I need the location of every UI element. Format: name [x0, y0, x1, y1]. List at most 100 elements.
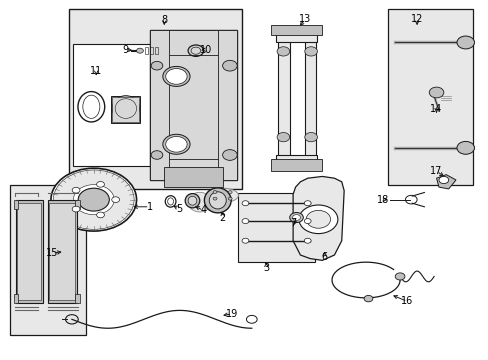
Bar — [149, 30, 237, 55]
Bar — [271, 24, 322, 35]
Ellipse shape — [53, 170, 134, 229]
Circle shape — [304, 132, 317, 142]
Circle shape — [298, 205, 337, 234]
Text: 12: 12 — [410, 14, 423, 24]
Circle shape — [165, 68, 187, 84]
Circle shape — [304, 47, 317, 56]
Bar — [149, 30, 237, 180]
Text: 3: 3 — [263, 262, 269, 273]
Bar — [217, 30, 237, 180]
Circle shape — [163, 66, 190, 86]
Circle shape — [213, 197, 217, 200]
Circle shape — [289, 212, 303, 222]
Circle shape — [222, 150, 237, 160]
Circle shape — [228, 197, 232, 200]
Circle shape — [428, 87, 443, 98]
Bar — [305, 26, 316, 169]
Text: 11: 11 — [90, 66, 102, 76]
Circle shape — [136, 48, 143, 53]
Bar — [14, 294, 19, 303]
Bar — [111, 96, 140, 123]
Ellipse shape — [112, 96, 139, 121]
Bar — [10, 185, 86, 336]
Circle shape — [97, 181, 104, 187]
Ellipse shape — [51, 168, 136, 231]
Text: 5: 5 — [175, 203, 182, 213]
Ellipse shape — [204, 188, 231, 213]
Circle shape — [277, 47, 289, 56]
Ellipse shape — [73, 185, 114, 215]
Text: 7: 7 — [289, 218, 296, 228]
Circle shape — [242, 238, 248, 243]
Bar — [149, 47, 153, 54]
Circle shape — [163, 134, 190, 154]
Bar — [277, 26, 289, 169]
Circle shape — [438, 176, 448, 184]
Text: 15: 15 — [46, 248, 59, 258]
Bar — [149, 30, 169, 180]
Text: 13: 13 — [299, 14, 311, 24]
Bar — [164, 167, 222, 187]
Circle shape — [151, 151, 163, 159]
Circle shape — [364, 296, 372, 302]
Ellipse shape — [206, 188, 238, 203]
Text: 19: 19 — [226, 309, 238, 319]
Circle shape — [394, 273, 404, 280]
Circle shape — [292, 215, 300, 220]
Text: 16: 16 — [401, 296, 413, 306]
Text: 1: 1 — [146, 202, 152, 212]
Bar — [144, 47, 148, 54]
Circle shape — [228, 191, 232, 194]
Circle shape — [304, 201, 310, 206]
Text: 14: 14 — [429, 104, 442, 113]
Polygon shape — [436, 175, 455, 189]
Ellipse shape — [188, 192, 211, 212]
Bar — [75, 294, 80, 303]
Circle shape — [242, 219, 248, 224]
Circle shape — [456, 36, 473, 49]
Text: 2: 2 — [219, 212, 225, 222]
Circle shape — [304, 238, 310, 243]
Text: 6: 6 — [321, 252, 327, 262]
Bar — [47, 200, 77, 303]
Bar — [387, 9, 472, 185]
Ellipse shape — [188, 196, 197, 205]
Text: 10: 10 — [199, 45, 211, 55]
Text: 17: 17 — [429, 166, 442, 176]
Bar — [49, 203, 75, 300]
Circle shape — [213, 191, 217, 194]
Circle shape — [151, 62, 163, 70]
Circle shape — [97, 212, 104, 218]
Ellipse shape — [185, 194, 200, 208]
Bar — [18, 203, 41, 300]
Bar — [238, 193, 314, 262]
Text: 9: 9 — [122, 45, 128, 55]
Text: 18: 18 — [376, 195, 388, 204]
Bar — [69, 9, 242, 189]
Circle shape — [304, 219, 310, 224]
Ellipse shape — [78, 188, 109, 211]
Bar — [75, 200, 80, 208]
Bar — [149, 158, 237, 180]
Bar — [276, 26, 317, 42]
Bar — [73, 44, 149, 166]
Bar — [271, 158, 322, 171]
Circle shape — [456, 141, 473, 154]
Circle shape — [222, 60, 237, 71]
Bar — [154, 47, 158, 54]
Text: 8: 8 — [161, 15, 167, 25]
Circle shape — [277, 132, 289, 142]
Circle shape — [305, 210, 330, 228]
Circle shape — [112, 197, 119, 203]
Bar — [14, 200, 19, 208]
Circle shape — [242, 201, 248, 206]
Bar — [16, 200, 42, 303]
Polygon shape — [292, 176, 344, 260]
Ellipse shape — [78, 91, 104, 122]
Bar — [276, 155, 317, 169]
Circle shape — [72, 187, 80, 193]
Circle shape — [165, 136, 187, 152]
Ellipse shape — [209, 192, 226, 209]
Text: 4: 4 — [200, 205, 206, 215]
Circle shape — [72, 206, 80, 212]
